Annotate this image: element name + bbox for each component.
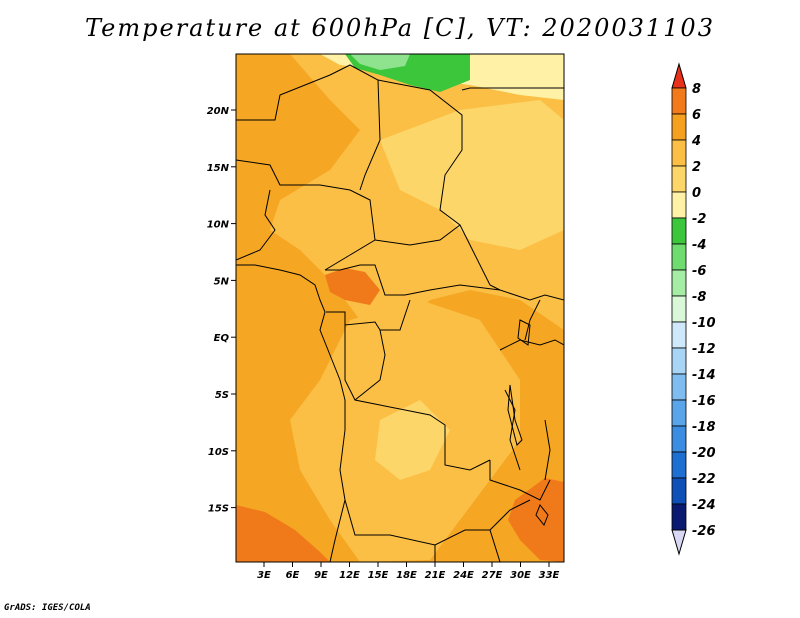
lon-tick-label: 24E: [453, 570, 474, 581]
lon-tick-label: 15E: [368, 570, 389, 581]
lat-tick-label: 10S: [208, 447, 229, 458]
colorbar-label: -20: [692, 446, 716, 461]
colorbar-label: -8: [692, 290, 706, 305]
lat-tick-label: 10N: [207, 220, 230, 231]
colorbar-segment: [671, 87, 687, 115]
lat-tick-label: 15S: [208, 504, 229, 515]
colorbar-segment: [671, 217, 687, 245]
lon-tick-label: 3E: [257, 570, 271, 581]
colorbar-segment: [671, 321, 687, 349]
field-region-6c-southwest: [236, 505, 330, 562]
colorbar-label: -4: [692, 238, 706, 253]
colorbar-segment: [671, 347, 687, 375]
colorbar-segment: [671, 139, 687, 167]
lon-tick-label: 9E: [314, 570, 328, 581]
colorbar-segment: [671, 399, 687, 427]
lake-outlines: [507, 319, 549, 526]
colorbar-segment: [671, 425, 687, 453]
field-region-4c-west: [236, 250, 310, 440]
colorbar-top-arrow: [671, 62, 687, 89]
colorbar-label: -18: [692, 420, 716, 435]
colorbar-label: -26: [692, 524, 716, 539]
colorbar-label: -16: [692, 394, 716, 409]
colorbar-label: 2: [692, 160, 701, 175]
grads-credit: GrADS: IGES/COLA: [4, 603, 91, 613]
lon-tick-label: 33E: [539, 570, 560, 581]
colorbar-segment: [671, 113, 687, 141]
lat-tick-label: 15N: [207, 163, 230, 174]
lon-tick-label: 30E: [510, 570, 531, 581]
colorbar-segment: [671, 191, 687, 219]
lat-tick-label: EQ: [214, 333, 230, 344]
colorbar-label: 0: [692, 186, 701, 201]
longitude-axis: 3E 6E 9E 12E 15E 18E 21E 24E 27E 30E 33E: [257, 562, 560, 581]
colorbar-segment: [671, 477, 687, 505]
colorbar-segment: [671, 243, 687, 271]
colorbar-label: -12: [692, 342, 716, 357]
colorbar-label: 8: [692, 82, 701, 97]
colorbar-label: -22: [692, 472, 716, 487]
latitude-axis: 20N 15N 10N 5N EQ 5S 10S 15S: [207, 106, 236, 515]
lon-tick-label: 21E: [425, 570, 446, 581]
field-region-minus6c: [350, 54, 410, 70]
temperature-map: [236, 54, 564, 562]
map-title: Temperature at 600hPa [C], VT: 202003110…: [85, 14, 715, 42]
colorbar-segment: [671, 373, 687, 401]
colorbar-label: -24: [692, 498, 716, 513]
lat-tick-label: 5S: [215, 390, 229, 401]
colorbar-label: -10: [692, 316, 716, 331]
lon-tick-label: 27E: [482, 570, 503, 581]
colorbar-label: -14: [692, 368, 716, 383]
lon-tick-label: 18E: [396, 570, 417, 581]
colorbar-label: 6: [692, 108, 701, 123]
coastline: [236, 264, 346, 562]
field-region-0c-south: [375, 400, 450, 480]
colorbar: 8 6 4 2 0 -2 -4 -6 -8 -10 -12 -14 -16 -18 -20 -22 -24 -26: [671, 62, 716, 556]
country-borders: [236, 64, 564, 562]
colorbar-bottom-arrow: [671, 529, 687, 556]
lat-tick-label: 5N: [214, 276, 230, 287]
map-frame: [235, 53, 565, 563]
colorbar-label: 4: [691, 134, 701, 149]
field-region-6c-southeast: [508, 478, 564, 562]
lon-tick-label: 12E: [339, 570, 360, 581]
colorbar-segment: [671, 165, 687, 193]
colorbar-label: -6: [692, 264, 706, 279]
field-region-6c-center: [325, 268, 380, 305]
colorbar-segment: [671, 269, 687, 297]
field-region-0c: [380, 100, 564, 250]
colorbar-segment: [671, 295, 687, 323]
colorbar-segment: [671, 503, 687, 531]
colorbar-segment: [671, 451, 687, 479]
colorbar-label: -2: [692, 212, 706, 227]
lon-tick-label: 6E: [286, 570, 300, 581]
lat-tick-label: 20N: [207, 106, 230, 117]
